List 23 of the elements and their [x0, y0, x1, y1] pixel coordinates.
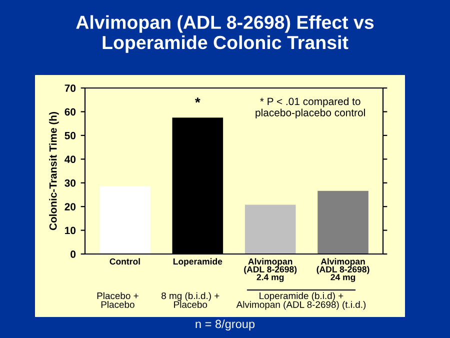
y-tick-label: 60 — [64, 108, 76, 116]
y-tick-label: 30 — [64, 179, 76, 187]
text: n = 8/group — [196, 319, 255, 331]
y-tick-label: 70 — [64, 84, 76, 92]
x-tick-label: Alvimopan (ADL 8-2698) 24 mg — [316, 258, 370, 282]
x-tick-label: Alvimopan (ADL 8-2698) 2.4 mg — [244, 258, 297, 282]
y-tick-label: 40 — [64, 156, 76, 164]
text: Loperamide (b.i.d) + Alvimopan (ADL 8-2698) (t.i.d.) — [236, 292, 366, 310]
chart-title: Alvimopan (ADL 8-2698) Effect vs Loperamide Colonic Transit — [76, 15, 374, 53]
bar — [100, 186, 150, 254]
text: Placebo + Placebo — [97, 292, 138, 308]
y-tick-label: 50 — [64, 132, 76, 140]
x-tick-label: Loperamide — [173, 258, 222, 266]
annotation: * — [194, 98, 200, 103]
y-axis-title: Colonic-Transit Time (h) — [49, 112, 59, 230]
x-tick-label: Control — [110, 258, 140, 265]
y-tick-label: 20 — [64, 203, 76, 210]
text: 8 mg (b.i.d.) + Placebo — [162, 292, 220, 308]
y-tick-label: 0 — [70, 250, 76, 258]
bar — [244, 204, 296, 254]
bar — [318, 190, 368, 254]
annotation: * P < .01 compared to placebo-placebo control — [256, 97, 365, 118]
y-tick-label: 10 — [65, 226, 76, 234]
